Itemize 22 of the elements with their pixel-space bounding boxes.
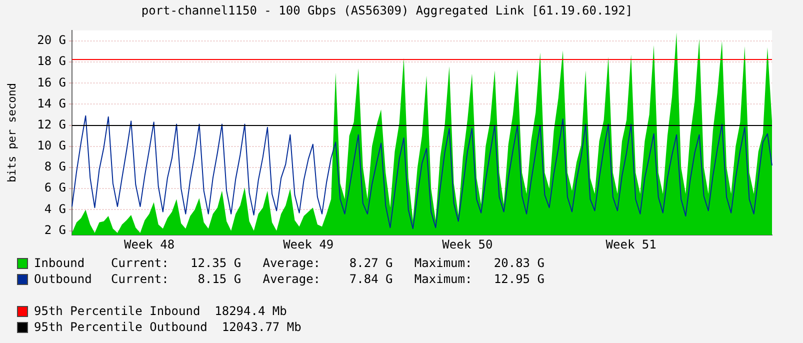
legend-label: Outbound	[34, 271, 93, 287]
y-tick-label: 16 G	[37, 75, 66, 90]
x-tick-label: Week 50	[442, 237, 493, 252]
y-tick-label: 18 G	[37, 54, 66, 68]
text: Current: 8.15 G Average: 7.84 G Maximum: 12.95 G	[111, 271, 544, 287]
legend-label: 95th Percentile Outbound 12043.77 Mb	[34, 319, 302, 335]
y-tick-label: 12 G	[37, 117, 66, 132]
y-tick-label: 14 G	[37, 96, 66, 110]
x-tick-label: Week 48	[124, 237, 175, 252]
y-axis-title: bits per second	[5, 83, 18, 182]
x-tick-label: Week 51	[606, 237, 656, 252]
y-tick-label: 10 G	[37, 138, 66, 153]
legend-label: 95th Percentile Inbound 18294.4 Mb	[34, 303, 287, 319]
y-tick-label: 4 G	[44, 202, 66, 216]
legend-label: Inbound	[34, 255, 86, 271]
y-tick-label: 6 G	[44, 180, 66, 195]
y-tick-label: 8 G	[44, 160, 66, 174]
text: Current: 12.35 G Average: 8.27 G Maximum: 20.83 G	[111, 255, 544, 271]
y-tick-label: 2 G	[44, 222, 66, 237]
y-tick-label: 20 G	[37, 33, 66, 48]
x-tick-label: Week 49	[283, 237, 334, 252]
chart-title: port-channel1150 - 100 Gbps (AS56309) Aggregated Link [61.19.60.192]	[141, 3, 633, 18]
